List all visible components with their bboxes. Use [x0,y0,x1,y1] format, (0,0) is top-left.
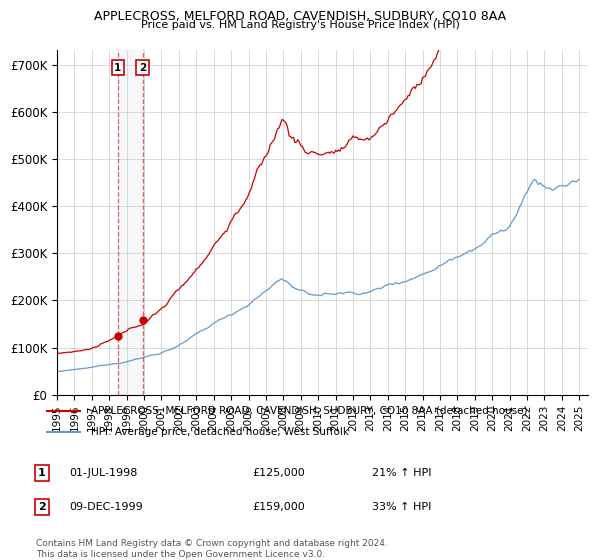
Text: £159,000: £159,000 [252,502,305,512]
Text: 2: 2 [38,502,46,512]
Text: APPLECROSS, MELFORD ROAD, CAVENDISH, SUDBURY, CO10 8AA: APPLECROSS, MELFORD ROAD, CAVENDISH, SUD… [94,10,506,22]
Text: 33% ↑ HPI: 33% ↑ HPI [372,502,431,512]
Text: Contains HM Land Registry data © Crown copyright and database right 2024.: Contains HM Land Registry data © Crown c… [36,539,388,548]
Text: Price paid vs. HM Land Registry's House Price Index (HPI): Price paid vs. HM Land Registry's House … [140,20,460,30]
Text: APPLECROSS, MELFORD ROAD, CAVENDISH, SUDBURY, CO10 8AA (detached house): APPLECROSS, MELFORD ROAD, CAVENDISH, SUD… [91,406,528,416]
Text: 1: 1 [38,468,46,478]
Text: 1: 1 [115,63,122,73]
Text: 01-JUL-1998: 01-JUL-1998 [69,468,137,478]
Bar [118,50,143,395]
Text: 21% ↑ HPI: 21% ↑ HPI [372,468,431,478]
Text: 09-DEC-1999: 09-DEC-1999 [69,502,143,512]
Text: 2: 2 [139,63,146,73]
Text: This data is licensed under the Open Government Licence v3.0.: This data is licensed under the Open Gov… [36,550,325,559]
Text: HPI: Average price, detached house, West Suffolk: HPI: Average price, detached house, West… [91,427,349,437]
Text: £125,000: £125,000 [252,468,305,478]
